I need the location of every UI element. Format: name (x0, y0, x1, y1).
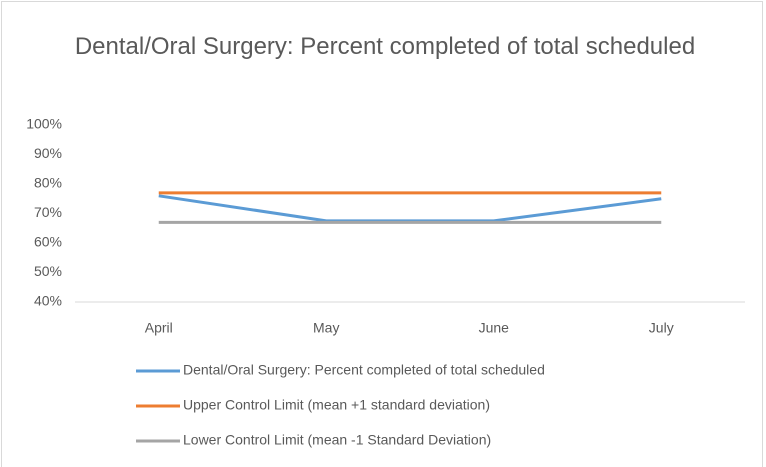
legend-label: Dental/Oral Surgery: Percent completed o… (183, 362, 545, 378)
x-tick-label: July (649, 320, 674, 336)
series-line (158, 194, 662, 223)
y-tick-label: 70% (34, 204, 62, 220)
y-tick-label: 80% (34, 175, 62, 191)
y-tick-label: 100% (26, 116, 62, 132)
x-tick-label: May (313, 320, 339, 336)
legend-label: Upper Control Limit (mean +1 standard de… (183, 397, 490, 413)
legend-label: Lower Control Limit (mean -1 Standard De… (183, 432, 491, 448)
y-tick-label: 40% (34, 293, 62, 309)
x-tick-label: June (479, 320, 510, 336)
y-tick-label: 50% (34, 263, 62, 279)
chart-title: Dental/Oral Surgery: Percent completed o… (74, 33, 696, 60)
x-tick-label: April (145, 320, 173, 336)
y-tick-label: 60% (34, 234, 62, 250)
y-tick-label: 90% (34, 145, 62, 161)
